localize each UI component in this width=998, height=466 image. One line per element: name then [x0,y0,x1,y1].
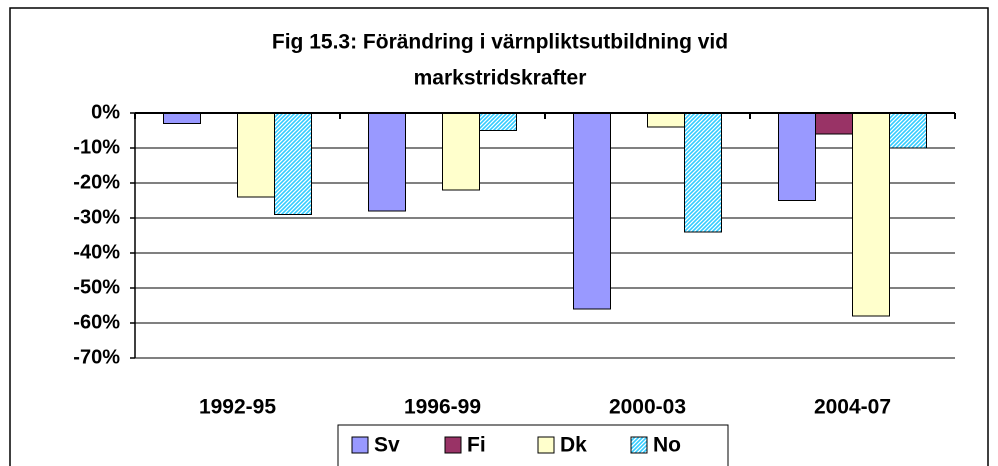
bar [573,112,611,310]
y-tick-label: -10% [73,136,120,158]
y-tick-label: -20% [73,171,120,193]
bar [647,112,685,128]
bar [237,112,275,198]
y-tick-label: -50% [73,276,120,298]
bar [163,112,201,124]
legend-swatch [537,436,555,454]
chart-title: Fig 15.3: Förändring i värnpliktsutbildn… [272,31,728,54]
x-tick-label: 2004-07 [814,396,891,419]
legend-label: Fi [467,434,486,457]
y-tick-label: 0% [91,101,120,123]
legend-swatch [630,436,648,454]
chart-title: markstridskrafter [414,67,587,90]
y-tick-label: -40% [73,241,120,263]
legend-swatch [444,436,462,454]
x-tick-label: 1992-95 [199,396,276,419]
legend-box [337,424,729,466]
legend-label: Dk [560,434,587,457]
bar [684,112,722,233]
legend-label: Sv [374,434,400,457]
y-tick-label: -70% [73,346,120,368]
bar [274,112,312,215]
legend-label: No [653,434,681,457]
bar [778,112,816,201]
x-tick-label: 1996-99 [404,396,481,419]
chart-frame [9,7,989,466]
bar [852,112,890,317]
bar [368,112,406,212]
x-tick-label: 2000-03 [609,396,686,419]
legend-swatch [351,436,369,454]
bar [815,112,853,135]
y-tick-label: -30% [73,206,120,228]
y-tick-label: -60% [73,311,120,333]
bar [442,112,480,191]
bar [889,112,927,149]
bar [479,112,517,131]
